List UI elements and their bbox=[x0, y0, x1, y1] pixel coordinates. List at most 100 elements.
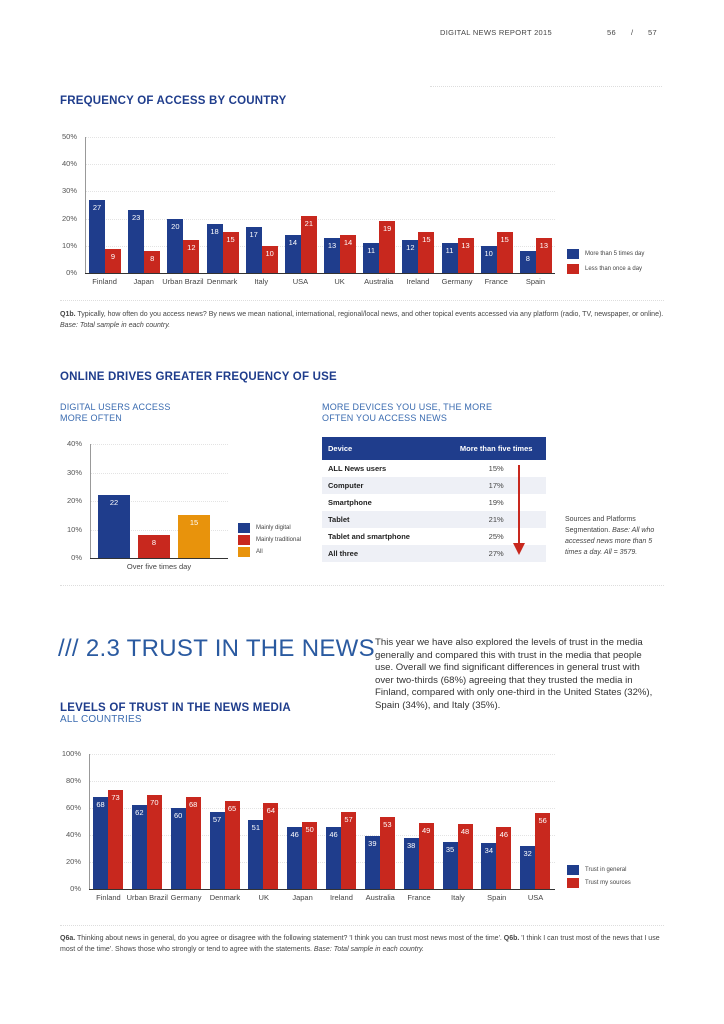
data-label: 39 bbox=[368, 839, 377, 849]
devices-table-wrap: Device More than five times ALL News user… bbox=[322, 437, 546, 562]
bar: 65 bbox=[224, 801, 240, 889]
legend-swatch bbox=[238, 523, 250, 533]
data-label: 46 bbox=[290, 829, 299, 839]
legend-label: More than 5 times day bbox=[585, 251, 645, 257]
x-tick-label: Finland bbox=[96, 893, 121, 902]
bar: 11 bbox=[363, 243, 380, 273]
gridline bbox=[85, 137, 555, 138]
bar: 20 bbox=[167, 218, 184, 273]
section-title-trust: LEVELS OF TRUST IN THE NEWS MEDIA bbox=[60, 702, 291, 714]
data-label: 21 bbox=[304, 218, 313, 228]
data-label: 65 bbox=[227, 804, 237, 814]
bar: 14 bbox=[340, 234, 356, 273]
legend-swatch bbox=[567, 249, 579, 259]
data-label: 10 bbox=[265, 248, 274, 258]
x-tick-label: Urban Brazil bbox=[126, 893, 168, 902]
data-label: 60 bbox=[173, 811, 183, 820]
legend-item: All bbox=[238, 547, 263, 557]
data-label: 57 bbox=[212, 815, 222, 825]
bar: 68 bbox=[93, 797, 108, 889]
data-label: 18 bbox=[210, 227, 219, 237]
note-label: Q6a. bbox=[60, 935, 76, 942]
frequency-cell: 19% bbox=[488, 498, 504, 507]
divider bbox=[60, 585, 664, 586]
bar: 8 bbox=[138, 535, 170, 558]
data-label: 22 bbox=[109, 498, 119, 508]
data-label: 27 bbox=[92, 202, 102, 212]
divider bbox=[430, 86, 662, 87]
x-tick-label: Australia bbox=[364, 277, 394, 286]
data-label: 51 bbox=[251, 823, 260, 833]
device-cell: Tablet bbox=[322, 511, 441, 528]
data-label: 68 bbox=[96, 800, 105, 810]
gridline bbox=[89, 862, 555, 863]
subtitle-line: DIGITAL USERS ACCESS bbox=[60, 402, 171, 412]
note-label: Q6b. bbox=[503, 935, 520, 942]
legend-item: Trust my sources bbox=[567, 878, 631, 888]
bar: 15 bbox=[178, 515, 210, 558]
devices-table: Device More than five times ALL News user… bbox=[322, 437, 546, 562]
data-label: 68 bbox=[188, 800, 198, 810]
bar: 46 bbox=[287, 826, 303, 889]
divider bbox=[60, 300, 664, 301]
legend-item: Mainly digital bbox=[238, 523, 291, 533]
y-axis bbox=[90, 444, 91, 558]
gridline bbox=[90, 529, 228, 531]
bar: 27 bbox=[89, 199, 105, 273]
bar: 15 bbox=[496, 232, 513, 273]
frequency-cell: 17% bbox=[440, 477, 546, 494]
bar: 38 bbox=[403, 837, 419, 889]
y-axis bbox=[85, 137, 86, 273]
x-tick-label: France bbox=[484, 277, 508, 286]
bar: 60 bbox=[170, 808, 186, 889]
y-tick-label: 0% bbox=[70, 884, 81, 893]
y-tick-label: 80% bbox=[65, 776, 81, 785]
bar: 56 bbox=[535, 813, 551, 889]
device-cell: Smartphone bbox=[328, 498, 372, 507]
bar: 13 bbox=[535, 237, 552, 273]
data-label: 62 bbox=[135, 808, 144, 818]
bar: 17 bbox=[245, 226, 262, 273]
table-row: Smartphone 19% bbox=[322, 494, 546, 511]
data-label: 34 bbox=[484, 846, 493, 856]
note-base: Base: Total sample in each country. bbox=[313, 946, 424, 953]
x-tick-label: Urban Brazil bbox=[162, 277, 204, 286]
legend-item: Less than once a day bbox=[567, 264, 642, 274]
y-tick-label: 20% bbox=[61, 213, 77, 223]
gridline bbox=[85, 164, 555, 166]
bar: 62 bbox=[131, 805, 147, 889]
x-axis bbox=[89, 889, 555, 890]
x-tick-label: Ireland bbox=[406, 277, 430, 286]
bar: 49 bbox=[418, 822, 434, 889]
y-tick-label: 0% bbox=[66, 268, 77, 277]
note-base: Base: Total sample in each country. bbox=[60, 322, 171, 329]
device-cell: Tablet and smartphone bbox=[328, 532, 410, 541]
data-label: 17 bbox=[249, 229, 258, 239]
page-number-left: 56 bbox=[607, 28, 616, 37]
data-label: 12 bbox=[406, 243, 415, 253]
bar: 11 bbox=[441, 243, 458, 273]
note-text: 'I think I can trust most of the news th… bbox=[60, 935, 660, 953]
down-arrow-icon bbox=[513, 465, 525, 555]
legend-swatch bbox=[238, 535, 250, 545]
x-tick-label: Italy bbox=[254, 277, 269, 286]
gridline bbox=[89, 835, 555, 836]
data-label: 15 bbox=[422, 235, 431, 245]
x-tick-label: USA bbox=[292, 277, 309, 286]
subtitle-line: OFTEN YOU ACCESS NEWS bbox=[322, 413, 448, 423]
frequency-cell: 21% bbox=[440, 511, 546, 528]
x-axis bbox=[90, 558, 228, 559]
bar: 10 bbox=[261, 245, 278, 273]
bar: 51 bbox=[248, 820, 264, 889]
gridline bbox=[89, 781, 555, 782]
legend-swatch bbox=[238, 547, 250, 557]
frequency-cell: 15% bbox=[488, 464, 504, 473]
x-tick-label: Denmark bbox=[209, 893, 241, 902]
section-heading-trust: /// 2.3 TRUST IN THE NEWS bbox=[58, 635, 375, 662]
legend-item: Trust in general bbox=[567, 865, 626, 875]
data-label: 8 bbox=[150, 254, 155, 264]
bar: 14 bbox=[284, 234, 301, 273]
data-label: 49 bbox=[421, 825, 431, 835]
gridline bbox=[90, 472, 228, 474]
bar: 50 bbox=[302, 821, 318, 889]
